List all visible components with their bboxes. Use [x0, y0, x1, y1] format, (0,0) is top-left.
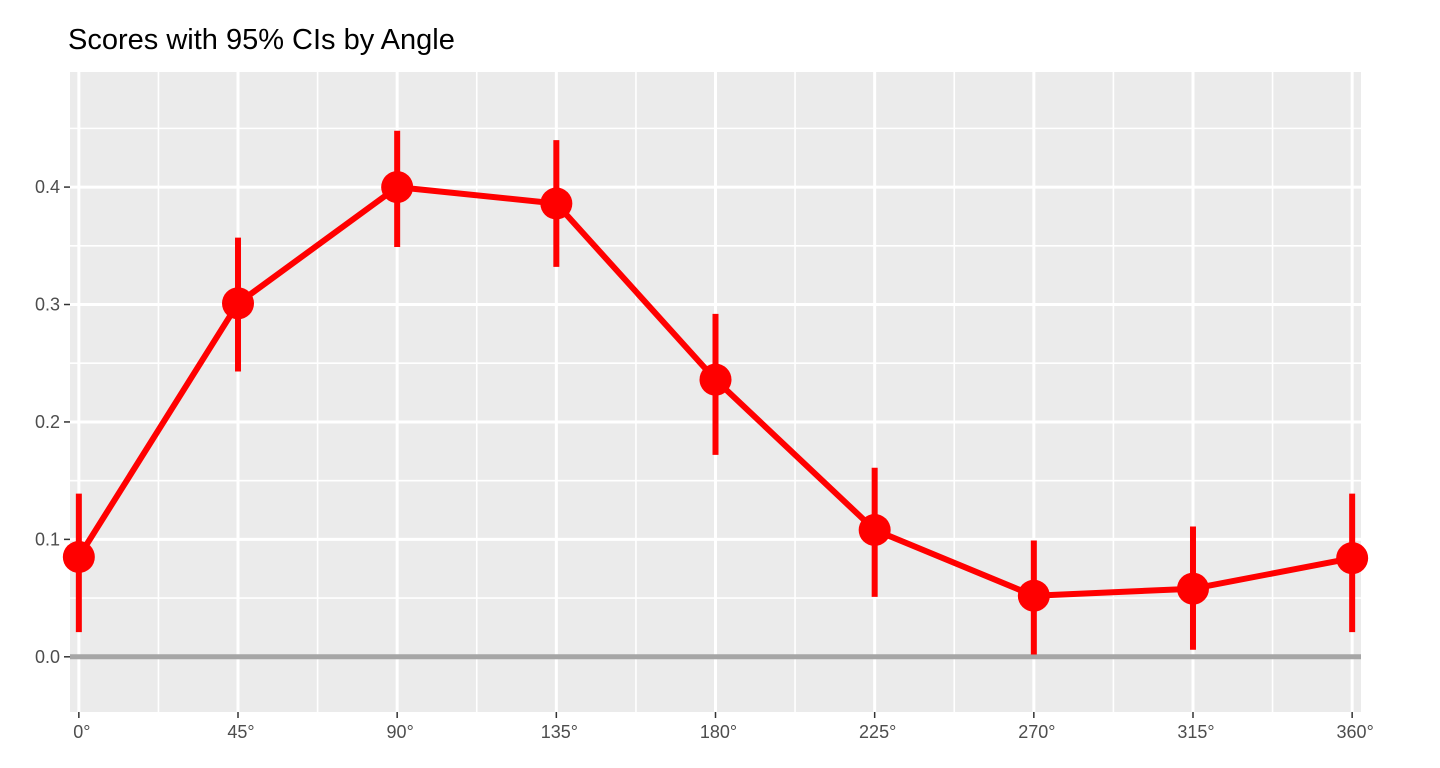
x-axis-tick-label: 0°: [73, 722, 90, 742]
y-axis-tick-label: 0.0: [35, 647, 60, 667]
data-point: [1336, 542, 1369, 575]
data-point: [1017, 579, 1050, 612]
y-axis-tick-label: 0.1: [35, 529, 60, 549]
y-axis: 0.0 0.1 0.2 0.3 0.4: [35, 177, 70, 667]
data-point: [222, 287, 255, 320]
data-point: [1176, 572, 1209, 605]
data-point: [62, 540, 95, 573]
data-point: [381, 171, 414, 204]
y-axis-tick-label: 0.4: [35, 177, 60, 197]
x-axis-tick-label: 180°: [700, 722, 737, 742]
series-layer: [62, 130, 1369, 655]
data-point: [699, 363, 732, 396]
x-axis: 0° 45° 90° 135° 180° 225° 270° 315° 360°: [73, 712, 1374, 742]
x-axis-tick-label: 90°: [387, 722, 414, 742]
data-point: [858, 513, 891, 546]
x-axis-tick-label: 225°: [859, 722, 896, 742]
x-axis-tick-label: 360°: [1337, 722, 1374, 742]
x-axis-tick-label: 135°: [541, 722, 578, 742]
data-point: [540, 187, 573, 220]
y-axis-tick-label: 0.3: [35, 295, 60, 315]
y-axis-tick-label: 0.2: [35, 412, 60, 432]
x-axis-tick-label: 315°: [1177, 722, 1214, 742]
x-axis-tick-label: 270°: [1018, 722, 1055, 742]
x-axis-tick-label: 45°: [227, 722, 254, 742]
chart-title: Scores with 95% CIs by Angle: [68, 24, 455, 56]
grid-minor: [70, 72, 1361, 712]
